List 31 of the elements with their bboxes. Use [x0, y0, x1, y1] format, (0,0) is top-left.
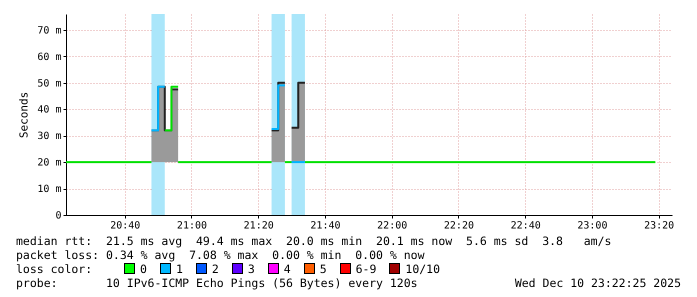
y-tick-label: 20 m: [37, 158, 62, 169]
text: 6-9: [356, 262, 376, 276]
x-tick-label: 21:40: [310, 220, 341, 232]
x-tick-label: 20:40: [110, 220, 140, 232]
x-tick-label: 22:20: [444, 220, 474, 232]
x-tick-label: 22:40: [510, 220, 541, 232]
text: 2: [212, 262, 219, 276]
y-tick-label: 30 m: [37, 131, 62, 142]
text: Wed Dec 10 23:22:25 2025: [514, 276, 681, 290]
text: loss color:: [16, 262, 92, 276]
text: 10/10: [405, 262, 440, 276]
x-tick-label: 21:00: [176, 220, 208, 232]
text: probe: 10 IPv6-ICMP Echo Pings (56 Bytes) every 120s: [16, 276, 418, 290]
y-tick-label: 50 m: [37, 78, 62, 90]
y-axis-title: Seconds: [17, 92, 30, 138]
text: 3: [248, 262, 255, 276]
text: 1: [176, 262, 183, 276]
y-tick-label: 70 m: [37, 25, 62, 36]
text: packet loss: 0.34 % avg 7.08 % max 0.00 % min 0.00 % now: [16, 248, 424, 262]
y-tick-label: 0: [55, 210, 62, 222]
y-tick-label: 10 m: [37, 184, 62, 196]
text: 4: [284, 262, 291, 276]
x-tick-label: 21:20: [244, 220, 274, 232]
x-tick-label: 22:00: [377, 220, 408, 232]
x-tick-label: 23:20: [644, 220, 674, 232]
y-tick-label: 40 m: [37, 104, 62, 116]
x-tick-label: 23:00: [577, 220, 608, 232]
text: 5: [320, 262, 327, 276]
text: median rtt: 21.5 ms avg 49.4 ms max 20.0 ms min 20.1 ms now 5.6 ms sd 3.8 am/s: [16, 234, 612, 248]
text: 0: [140, 262, 147, 276]
y-tick-label: 60 m: [37, 52, 62, 63]
